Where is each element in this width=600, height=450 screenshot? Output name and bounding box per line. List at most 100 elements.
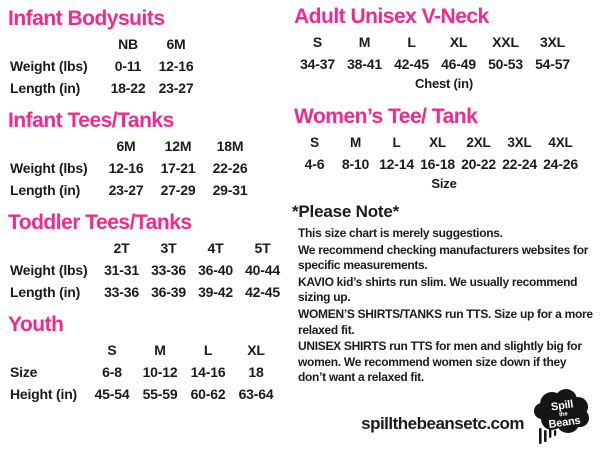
note-bold: KAVIO (298, 274, 334, 289)
table-row: Weight (lbs) 0-11 12-16 (8, 55, 200, 77)
website-url: spillthebeansetc.com (361, 414, 524, 433)
value-cell: 27-29 (160, 182, 196, 199)
col-header: XL (429, 134, 446, 150)
value-cell: 45-54 (94, 386, 130, 403)
value-cell: 63-64 (238, 386, 274, 403)
col-header: XXL (492, 34, 519, 51)
row-label: Height (in) (10, 386, 78, 403)
col-header: 12M (164, 138, 192, 155)
col-header: S (312, 34, 323, 51)
note-bold: WOMEN’S SHIRTS/TANKS (298, 307, 442, 322)
col-header: 4XL (548, 134, 573, 150)
toddler-tees-section: Toddler Tees/Tanks 2T 3T 4T 5T Weight (l… (8, 212, 286, 303)
col-header: NB (118, 36, 138, 53)
value-cell: 12-14 (379, 156, 414, 173)
value-cell: 8-10 (341, 156, 370, 173)
infant-tees-table: 6M 12M 18M Weight (lbs) 12-16 17-21 22-2… (8, 135, 256, 201)
value-cell: 29-31 (212, 182, 248, 199)
note-text: run TTS. Size up for a more relaxed fit. (298, 307, 593, 337)
col-header: 2XL (466, 134, 491, 150)
infant-bodysuits-section: Infant Bodysuits NB 6M Weight (lbs) 0-11… (8, 7, 286, 99)
value-cell: 14-16 (190, 364, 226, 381)
value-cell: 22-26 (212, 160, 248, 177)
value-cell: 23-27 (108, 182, 144, 199)
row-label: Length (in) (10, 80, 81, 97)
table-row: 4-6 8-10 12-14 16-18 20-22 22-24 24-26 (294, 153, 581, 175)
empty-corner (8, 33, 104, 55)
logo-splat-icon: Spill the Beans (534, 389, 589, 444)
col-header: 3XL (507, 134, 532, 150)
womens-tee-table: S M L XL 2XL 3XL 4XL 4-6 8-10 12-14 16-1… (294, 131, 581, 175)
value-cell: 36-39 (151, 284, 186, 301)
value-cell: 31-31 (104, 262, 139, 279)
col-header: S (310, 134, 319, 150)
table-row: Weight (lbs) 12-16 17-21 22-26 (8, 157, 256, 179)
value-cell: 12-16 (108, 160, 144, 177)
logo-word-2: the (559, 411, 569, 418)
measure-label: Chest (in) (415, 76, 473, 92)
section-title: Infant Bodysuits (8, 7, 165, 30)
note-text: kid’s shirts run slim. We usually recomm… (298, 274, 578, 305)
spill-the-beans-logo: Spill the Beans (530, 388, 594, 448)
value-cell: 54-57 (535, 56, 570, 73)
infant-bodysuits-table: NB 6M Weight (lbs) 0-11 12-16 Length (in… (8, 33, 200, 99)
note-line: UNISEX SHIRTS run TTS for men and slight… (298, 339, 594, 386)
col-header: 3XL (539, 34, 566, 51)
value-cell: 36-40 (198, 262, 233, 279)
empty-corner (8, 339, 88, 361)
value-cell: 20-22 (461, 156, 496, 173)
table-row: Height (in) 45-54 55-59 60-62 63-64 (8, 383, 280, 405)
col-header: L (203, 342, 213, 359)
col-header: M (154, 342, 166, 359)
section-title: Infant Tees/Tanks (8, 109, 174, 133)
note-line: KAVIO kid’s shirts run slim. We usually … (298, 275, 594, 306)
section-title: Youth (8, 313, 64, 337)
row-label: Size (10, 364, 38, 381)
col-header: 6M (166, 36, 186, 53)
value-cell: 10-12 (142, 364, 178, 381)
left-column: Infant Bodysuits NB 6M Weight (lbs) 0-11… (8, 7, 286, 416)
empty-corner (8, 237, 98, 259)
value-cell: 34-37 (300, 56, 335, 73)
value-cell: 46-49 (441, 56, 476, 73)
col-header: XL (449, 34, 468, 51)
row-label: Length (in) (10, 284, 81, 301)
value-cell: 38-41 (347, 56, 382, 73)
value-cell: 50-53 (488, 56, 523, 73)
note-text: We recommend checking manufacturers webs… (298, 242, 589, 273)
youth-table: S M L XL Size 6-8 10-12 14-16 18 Height … (8, 339, 280, 405)
right-column: Adult Unisex V-Neck S M L XL XXL 3XL 34-… (292, 5, 594, 387)
toddler-tees-table: 2T 3T 4T 5T Weight (lbs) 31-31 33-36 36-… (8, 237, 286, 303)
col-header: L (407, 34, 416, 51)
value-cell: 22-24 (502, 156, 537, 173)
row-label: Length (in) (10, 182, 81, 199)
value-cell: 55-59 (142, 386, 178, 403)
row-label: Weight (lbs) (10, 262, 88, 279)
col-header: 5T (254, 240, 271, 257)
table-row: Length (in) 23-27 27-29 29-31 (8, 179, 256, 201)
col-header: 18M (216, 138, 244, 155)
col-header: XL (247, 342, 265, 359)
col-header: 2T (113, 240, 130, 257)
please-note-section: *Please Note* This size chart is merely … (292, 202, 594, 386)
note-title: *Please Note* (292, 202, 400, 222)
col-header: L (392, 134, 401, 150)
value-cell: 60-62 (190, 386, 226, 403)
value-cell: 40-44 (245, 262, 280, 279)
col-header: 6M (116, 138, 136, 155)
value-cell: 42-45 (394, 56, 429, 73)
value-cell: 18-22 (110, 80, 146, 97)
note-line: This size chart is merely suggestions. (298, 226, 594, 242)
col-header: S (107, 342, 117, 359)
note-line: WOMEN’S SHIRTS/TANKS run TTS. Size up fo… (298, 307, 594, 338)
col-header: M (358, 34, 371, 51)
table-row: Size 6-8 10-12 14-16 18 (8, 361, 280, 383)
table-row: Length (in) 33-36 36-39 39-42 42-45 (8, 281, 286, 303)
youth-section: Youth S M L XL Size 6-8 10-12 14-16 18 (8, 314, 286, 405)
infant-tees-section: Infant Tees/Tanks 6M 12M 18M Weight (lbs… (8, 109, 286, 201)
value-cell: 12-16 (158, 58, 194, 75)
col-header: 4T (207, 240, 224, 257)
logo-word-1: Spill (550, 398, 574, 413)
table-row: Weight (lbs) 31-31 33-36 36-40 40-44 (8, 259, 286, 281)
value-cell: 18 (248, 364, 264, 381)
